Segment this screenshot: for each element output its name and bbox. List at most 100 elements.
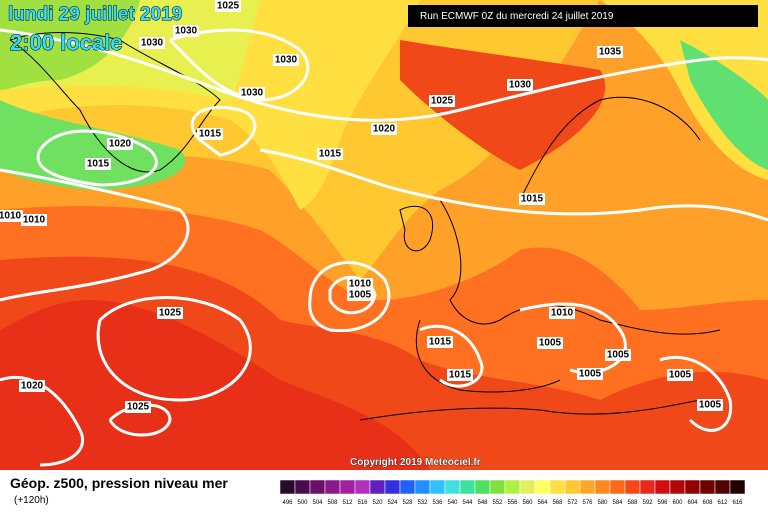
scale-swatch [534,479,551,495]
isobar-label-bg [697,399,723,411]
field-name: Géop. z500, pression niveau mer [10,475,228,491]
scale-swatch [339,479,356,495]
scale-swatch [294,479,311,495]
isobar-label: 1030 [509,80,532,91]
scale-label: 512 [342,500,353,506]
isobar-label-bg [19,380,45,392]
time-title: 2:00 locale [10,30,123,55]
isobar-label: 1025 [159,308,182,319]
scale-swatch [399,479,416,495]
scale-label: 568 [552,500,563,506]
isobar-label-bg [273,54,299,66]
scale-swatch [624,479,641,495]
isobar-label: 1015 [429,337,452,348]
lead-time: (+120h) [14,495,49,506]
scale-swatch [639,479,656,495]
scale-label: 504 [312,500,323,506]
isobar-label-bg [347,289,373,301]
scale-label: 616 [732,500,743,506]
isobar-label-bg [667,369,693,381]
isobar-label-bg [197,128,223,140]
isobar-label: 1020 [21,381,44,392]
isobar-label: 1020 [373,124,396,135]
isobar-label: 1010 [23,215,46,226]
isobar-label: 1030 [141,38,164,49]
isobar-label-bg [549,307,575,319]
run-box [408,5,758,27]
isobar-label-bg [597,46,623,58]
scale-label: 572 [567,500,578,506]
scale-label: 496 [282,500,293,506]
scale-label: 576 [582,500,593,506]
isobar-label-bg [173,25,199,37]
scale-label: 600 [672,500,683,506]
isobar-label: 1015 [449,370,472,381]
scale-swatch [354,479,371,495]
scale-swatch [669,479,686,495]
scale-swatch [369,479,386,495]
isobar-label-bg [107,138,133,150]
isobar-label: 1030 [241,88,264,99]
scale-swatch [414,479,431,495]
isobar-label: 1030 [175,26,198,37]
scale-label: 564 [537,500,548,506]
scale-label: 508 [327,500,338,506]
scale-swatch [699,479,716,495]
isobar-label-bg [0,210,23,222]
isobar-label: 1005 [607,350,630,361]
scale-swatch [474,479,491,495]
isobar-label: 1005 [539,338,562,349]
isobar-label: 1030 [275,55,298,66]
scale-label: 552 [492,500,503,506]
run-info: Run ECMWF 0Z du mercredi 24 juillet 2019 [420,11,614,22]
scale-label: 516 [357,500,368,506]
scale-swatch [579,479,596,495]
isobar-label-bg [125,401,151,413]
isobar-label-bg [317,148,343,160]
copyright: Copyright 2019 Meteociel.fr [350,457,481,468]
scale-label: 536 [432,500,443,506]
scale-swatch [519,479,536,495]
isobar-label-bg [21,214,47,226]
scale-label: 544 [462,500,473,506]
scale-label: 532 [417,500,428,506]
isobar-label: 1005 [699,400,722,411]
scale-swatch [714,479,731,495]
scale-swatch [444,479,461,495]
isobar-label-bg [371,123,397,135]
isobar-labels: 1025 1030 1030 1030 1030 1015 1020 1015 1015 1020… [0,0,723,413]
isobar-label-bg [507,79,533,91]
isobar-label: 1005 [669,370,692,381]
coastlines [9,32,721,421]
isobar-label-bg [429,95,455,107]
isobar-label: 1005 [349,290,372,301]
isobar-label: 1015 [87,159,110,170]
scale-swatch [309,479,326,495]
scale-label: 524 [387,500,398,506]
scale-label: 580 [597,500,608,506]
isobar-label-bg [157,307,183,319]
isobar-label: 1025 [431,96,454,107]
isobar-label: 1010 [349,279,372,290]
background [0,0,768,470]
scale-swatch [654,479,671,495]
isobar-label: 1025 [127,402,150,413]
isobar-label-bg [85,158,111,170]
scale-swatch [429,479,446,495]
scale-label: 604 [687,500,698,506]
isobar-label: 1010 [551,308,574,319]
isobar-label: 1015 [319,149,342,160]
isobar-label-bg [215,0,241,12]
scale-swatch [324,479,341,495]
isobar-label-bg [537,337,563,349]
isobar-label-bg [427,336,453,348]
scale-swatch [384,479,401,495]
scale-label: 540 [447,500,458,506]
scale-swatch [504,479,521,495]
date-title: lundi 29 juillet 2019 [8,4,182,25]
scale-swatch [594,479,611,495]
scale-label: 588 [627,500,638,506]
scale-label: 592 [642,500,653,506]
scale-swatch [729,479,746,495]
scale-label: 520 [372,500,383,506]
